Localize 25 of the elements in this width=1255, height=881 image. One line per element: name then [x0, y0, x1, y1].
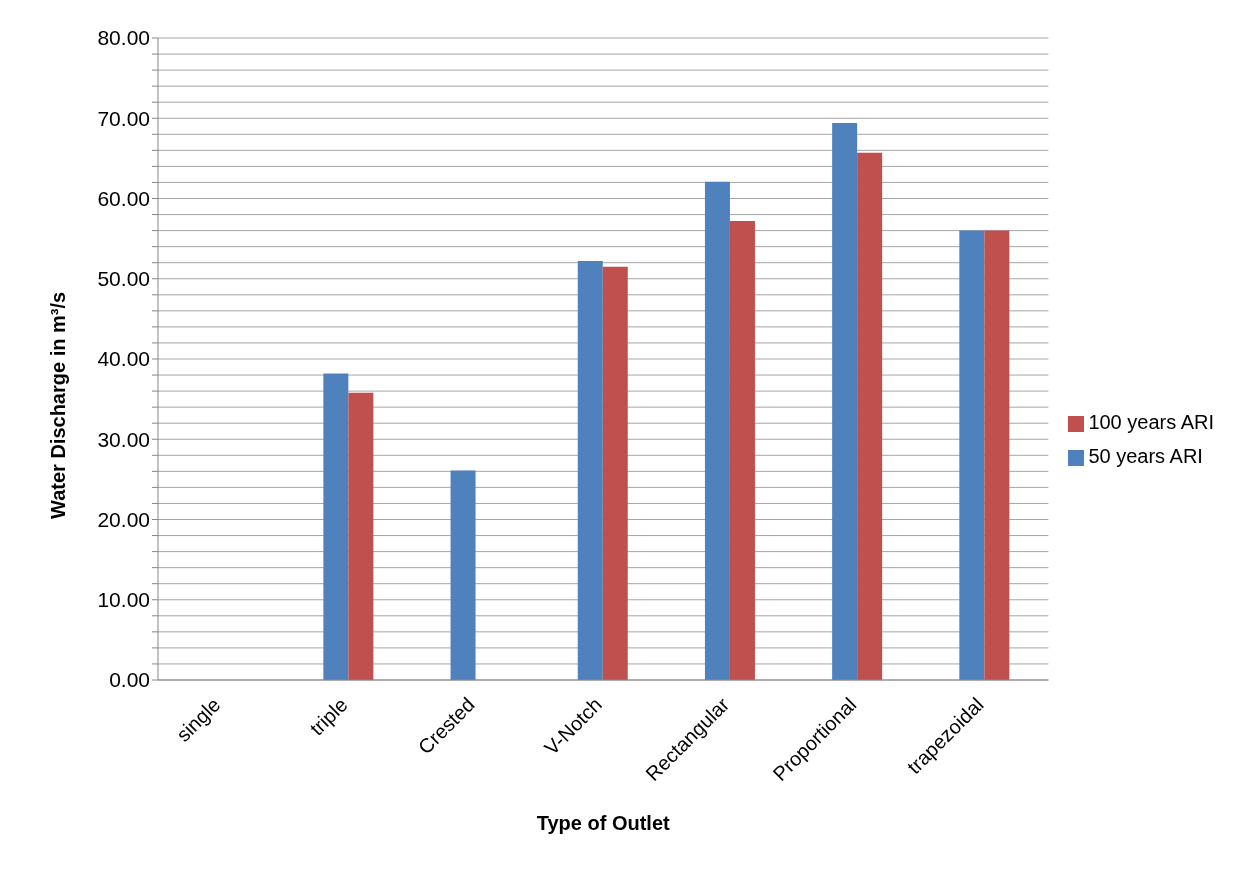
y-tick-label: 20.00 [97, 507, 150, 531]
y-tick-label: 40.00 [97, 347, 150, 371]
y-tick-label: 80.00 [97, 26, 150, 50]
y-axis-title: Water Discharge in m³/s [47, 291, 70, 519]
y-tick-label: 10.00 [97, 588, 150, 612]
bar [729, 220, 755, 680]
bar [348, 392, 374, 680]
legend-label: 100 years ARI [1088, 411, 1214, 433]
y-tick-label: 70.00 [97, 106, 150, 130]
bar [323, 373, 349, 680]
y-tick-label: 30.00 [97, 427, 150, 451]
bar [959, 230, 985, 680]
bar [450, 470, 476, 680]
y-tick-label: 50.00 [97, 267, 150, 291]
y-tick-label: 0.00 [109, 668, 150, 692]
x-axis-title: Type of Outlet [536, 812, 670, 834]
bar [857, 152, 883, 680]
bar [984, 230, 1010, 680]
bar [577, 261, 603, 680]
y-tick-label: 60.00 [97, 186, 150, 210]
bar [602, 266, 628, 680]
x-tick-label: triple [305, 693, 352, 740]
bar [704, 181, 730, 680]
bar [832, 123, 858, 680]
legend-label: 50 years ARI [1088, 445, 1203, 467]
